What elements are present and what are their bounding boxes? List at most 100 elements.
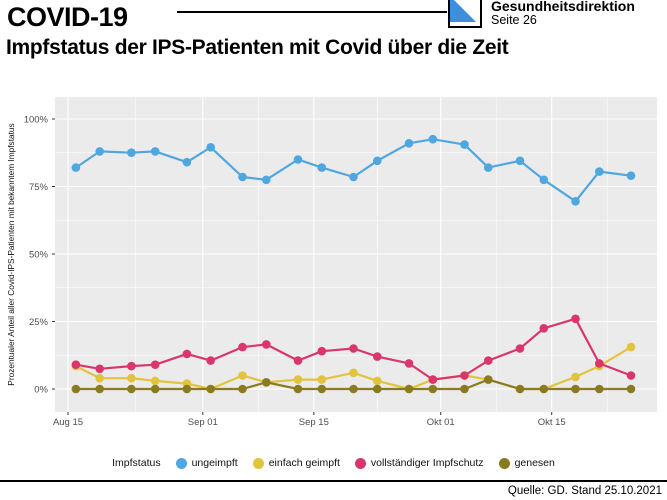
data-point	[127, 361, 136, 371]
page-title: COVID-19	[7, 2, 128, 32]
y-axis: 0% 25% 50% 75% 100%	[24, 114, 55, 395]
data-point	[206, 356, 215, 365]
data-point	[515, 344, 525, 353]
data-point	[404, 139, 414, 148]
data-point	[206, 143, 215, 152]
y-axis-title: Prozentualer Anteil aller Covid-IPS-Pati…	[6, 123, 16, 385]
data-point	[150, 384, 160, 394]
header-rule	[177, 11, 447, 13]
data-point	[238, 371, 247, 380]
data-point	[238, 172, 247, 182]
data-point	[626, 384, 636, 394]
legend-dot-icon	[252, 457, 264, 469]
data-point	[127, 384, 136, 394]
data-point	[404, 359, 414, 368]
data-point	[571, 197, 580, 206]
data-point	[349, 384, 358, 394]
legend-item-ungeimpft: ungeimpft	[175, 457, 238, 469]
data-point	[373, 376, 382, 386]
x-tick-label: Okt 15	[538, 417, 566, 428]
y-tick-label: 25%	[29, 317, 49, 328]
data-point	[626, 171, 636, 180]
series-genesen	[71, 375, 636, 394]
data-point	[595, 167, 604, 176]
data-point	[71, 163, 81, 172]
org-name: Gesundheitsdirektion	[491, 0, 635, 14]
data-point	[539, 324, 549, 333]
data-point	[404, 384, 414, 394]
data-point	[127, 148, 136, 157]
legend-item-label: ungeimpft	[191, 457, 238, 469]
data-point	[293, 356, 303, 365]
data-point	[428, 134, 438, 144]
legend-dot-icon	[498, 457, 510, 469]
legend: Impfstatus ungeimpft einfach geimpft volls…	[30, 454, 637, 472]
data-point	[539, 384, 549, 394]
legend-item-vollst-ndiger-impfschutz: vollständiger Impfschutz	[354, 457, 484, 469]
data-point	[349, 368, 358, 378]
legend-dot-icon	[175, 457, 187, 469]
chart-figure: 0% 25% 50% 75% 100% Aug 15 Sep 01 Sep 15 Okt 01 O…	[0, 85, 667, 445]
data-point	[238, 384, 247, 394]
page-subtitle: Impfstatus der IPS-Patienten mit Covid ü…	[6, 36, 509, 59]
data-point	[71, 384, 81, 394]
data-point	[293, 155, 303, 164]
data-point	[460, 384, 469, 394]
data-point	[317, 375, 327, 384]
y-tick-label: 100%	[24, 114, 49, 125]
data-point	[626, 371, 636, 380]
x-tick-label: Aug 15	[53, 417, 83, 428]
data-point	[571, 372, 580, 382]
data-point	[150, 360, 160, 370]
data-point	[262, 378, 271, 387]
y-tick-label: 75%	[29, 182, 49, 193]
zuerich-logo	[448, 0, 482, 28]
x-tick-label: Sep 01	[188, 417, 218, 428]
legend-item-label: genesen	[514, 457, 555, 469]
data-point	[484, 356, 493, 365]
data-point	[317, 163, 327, 172]
data-point	[515, 156, 525, 166]
data-point	[428, 375, 438, 384]
data-point	[595, 384, 604, 394]
data-point	[262, 175, 271, 185]
y-tick-label: 50%	[29, 249, 49, 260]
logo-triangle-icon	[450, 0, 476, 22]
legend-item-label: vollständiger Impfschutz	[370, 457, 484, 469]
data-point	[484, 375, 493, 384]
series-ungeimpft	[71, 134, 636, 206]
legend-dot-icon	[354, 457, 366, 469]
data-point	[95, 373, 104, 383]
data-point	[293, 375, 303, 384]
series-vollst-ndiger-impfschutz	[71, 314, 636, 384]
data-point	[373, 156, 382, 166]
data-point	[317, 346, 327, 356]
data-point	[515, 384, 525, 394]
page-number: Seite 26	[491, 13, 537, 27]
data-point	[150, 147, 160, 156]
data-point	[373, 352, 382, 361]
data-point	[595, 359, 604, 368]
data-point	[571, 314, 580, 324]
chart-svg: 0% 25% 50% 75% 100% Aug 15 Sep 01 Sep 15 Okt 01 O…	[6, 97, 657, 428]
data-point	[71, 360, 81, 370]
legend-title: Impfstatus	[112, 457, 161, 469]
data-point	[95, 364, 104, 374]
data-point	[150, 376, 160, 386]
data-point	[182, 384, 192, 394]
x-axis: Aug 15 Sep 01 Sep 15 Okt 01 Okt 15	[53, 412, 566, 428]
data-point	[262, 340, 271, 349]
data-point	[539, 175, 549, 185]
data-point	[95, 384, 104, 394]
data-point	[460, 371, 469, 380]
data-point	[317, 384, 327, 394]
data-point	[182, 349, 192, 359]
x-tick-label: Sep 15	[299, 417, 329, 428]
footer-rule	[0, 480, 667, 482]
data-point	[349, 172, 358, 182]
data-point	[182, 157, 192, 167]
legend-item-genesen: genesen	[498, 457, 555, 469]
data-point	[206, 384, 215, 394]
footer-source: Quelle: GD. Stand 25.10.2021	[507, 485, 662, 497]
